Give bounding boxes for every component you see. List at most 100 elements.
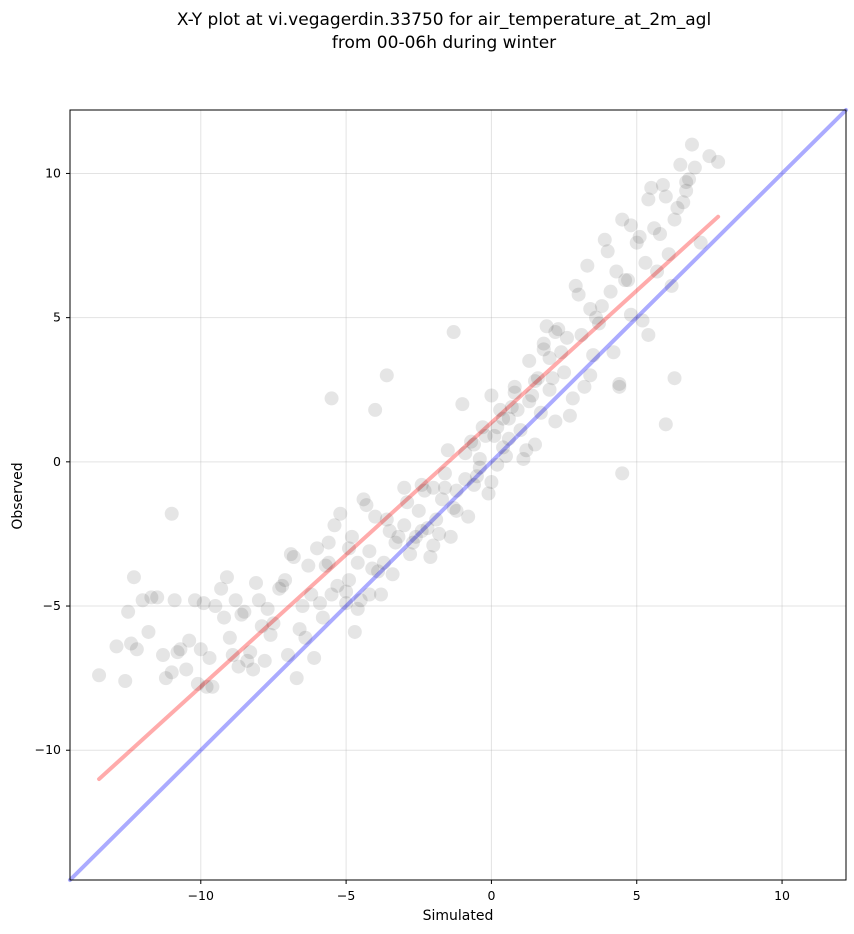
data-point (144, 590, 159, 605)
x-tick-label: 10 (774, 888, 790, 903)
data-point (231, 659, 246, 674)
y-tick-label: −10 (35, 742, 61, 757)
data-point (682, 172, 697, 187)
data-point (490, 420, 505, 435)
data-point (711, 154, 726, 169)
data-point (484, 388, 499, 403)
data-point (554, 345, 569, 360)
data-point (222, 630, 237, 645)
data-point (403, 547, 418, 562)
data-point (187, 593, 202, 608)
data-point (449, 503, 464, 518)
data-point (359, 498, 374, 513)
data-point (126, 570, 141, 585)
data-point (583, 301, 598, 316)
data-point (562, 408, 577, 423)
x-tick-label: −5 (337, 888, 355, 903)
data-point (414, 524, 429, 539)
data-point (382, 524, 397, 539)
data-point (333, 506, 348, 521)
data-point (615, 466, 630, 481)
data-point (600, 244, 615, 259)
data-point (548, 325, 563, 340)
data-point (629, 235, 644, 250)
data-point (504, 400, 519, 415)
data-point (368, 402, 383, 417)
x-axis-ticks: −10 −5 0 5 10 (188, 880, 790, 903)
data-point (498, 449, 513, 464)
data-point (280, 648, 295, 663)
data-point (664, 278, 679, 293)
data-point (525, 388, 540, 403)
data-point (571, 287, 586, 302)
data-point (324, 587, 339, 602)
data-point (522, 353, 537, 368)
data-point (190, 676, 205, 691)
data-point (652, 227, 667, 242)
data-point (655, 177, 670, 192)
y-axis-label: Observed (10, 462, 26, 529)
data-point (179, 662, 194, 677)
data-point (432, 526, 447, 541)
data-point (528, 374, 543, 389)
data-point (205, 679, 220, 694)
data-point (234, 607, 249, 622)
data-point (373, 587, 388, 602)
x-tick-label: 0 (487, 888, 495, 903)
y-tick-label: 0 (53, 454, 61, 469)
data-point (295, 599, 310, 614)
data-point (501, 431, 516, 446)
data-point (667, 212, 682, 227)
data-point (318, 558, 333, 573)
data-point (673, 157, 688, 172)
data-point (583, 368, 598, 383)
data-point (469, 469, 484, 484)
data-point (167, 593, 182, 608)
data-point (594, 299, 609, 314)
data-point (121, 604, 136, 619)
data-point (379, 512, 394, 527)
fit-lines (68, 108, 848, 882)
data-point (141, 624, 156, 639)
data-point (266, 616, 281, 631)
data-point (551, 322, 566, 337)
data-point (455, 397, 470, 412)
data-point (623, 218, 638, 233)
data-point (423, 550, 438, 565)
data-point (289, 671, 304, 686)
data-point (92, 668, 107, 683)
data-point (542, 382, 557, 397)
data-point (321, 555, 336, 570)
data-point (368, 509, 383, 524)
data-point (312, 596, 327, 611)
data-point (641, 192, 656, 207)
data-point (286, 550, 301, 565)
data-point (342, 541, 357, 556)
data-point (388, 535, 403, 550)
data-point (702, 149, 717, 164)
data-point (458, 446, 473, 461)
data-point (321, 535, 336, 550)
data-point (446, 500, 461, 515)
data-point (263, 627, 278, 642)
chart-title: X-Y plot at vi.vegagerdin.33750 for air_… (177, 10, 711, 30)
data-point (519, 443, 534, 458)
data-point (440, 443, 455, 458)
data-point (219, 570, 234, 585)
data-point (208, 599, 223, 614)
y-axis-ticks: −10 −5 0 5 10 (35, 165, 70, 757)
data-point (589, 310, 604, 325)
data-point (109, 639, 124, 654)
data-point (164, 665, 179, 680)
data-point (324, 391, 339, 406)
data-point (446, 325, 461, 340)
data-point (586, 348, 601, 363)
data-point (635, 313, 650, 328)
data-point (687, 160, 702, 175)
series-line (97, 214, 721, 782)
data-point (484, 475, 499, 490)
data-point (429, 512, 444, 527)
data-point (371, 564, 386, 579)
data-point (199, 679, 214, 694)
data-point (667, 371, 682, 386)
